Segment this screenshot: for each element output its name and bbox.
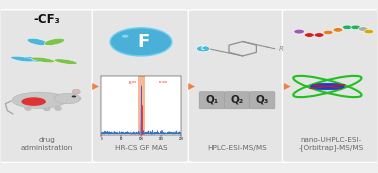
Circle shape bbox=[364, 29, 374, 34]
Ellipse shape bbox=[79, 98, 82, 99]
Polygon shape bbox=[22, 57, 45, 62]
Text: HPLC-ESI-MS/MS: HPLC-ESI-MS/MS bbox=[207, 145, 267, 151]
Circle shape bbox=[323, 30, 333, 35]
Ellipse shape bbox=[25, 106, 31, 111]
FancyBboxPatch shape bbox=[249, 92, 275, 109]
Circle shape bbox=[314, 33, 324, 37]
Ellipse shape bbox=[55, 106, 62, 111]
FancyBboxPatch shape bbox=[282, 10, 378, 162]
Text: C: C bbox=[201, 46, 205, 51]
Ellipse shape bbox=[12, 92, 67, 108]
Circle shape bbox=[72, 95, 76, 97]
Text: F: F bbox=[138, 33, 150, 51]
Text: R: R bbox=[279, 46, 284, 52]
Polygon shape bbox=[54, 59, 77, 64]
Circle shape bbox=[294, 29, 304, 34]
Text: Q₁: Q₁ bbox=[205, 94, 218, 104]
Polygon shape bbox=[44, 38, 65, 45]
Text: nano-UHPLC-ESI-
-[Orbitrap]-MS/MS: nano-UHPLC-ESI- -[Orbitrap]-MS/MS bbox=[299, 137, 364, 151]
Circle shape bbox=[342, 25, 352, 30]
Text: HR-CS GF MAS: HR-CS GF MAS bbox=[115, 145, 167, 151]
Circle shape bbox=[122, 35, 129, 38]
Circle shape bbox=[304, 33, 314, 37]
Ellipse shape bbox=[22, 97, 46, 106]
Ellipse shape bbox=[72, 89, 81, 94]
Ellipse shape bbox=[54, 93, 81, 104]
Text: Q₂: Q₂ bbox=[231, 94, 244, 104]
FancyBboxPatch shape bbox=[188, 10, 286, 162]
FancyBboxPatch shape bbox=[225, 92, 249, 109]
Text: Q₃: Q₃ bbox=[256, 94, 269, 104]
Circle shape bbox=[196, 46, 210, 52]
Polygon shape bbox=[27, 38, 48, 45]
Ellipse shape bbox=[310, 83, 344, 90]
Polygon shape bbox=[11, 56, 34, 62]
Polygon shape bbox=[188, 83, 195, 90]
Polygon shape bbox=[92, 83, 99, 90]
Ellipse shape bbox=[43, 107, 50, 111]
Circle shape bbox=[333, 28, 343, 32]
Text: -CF₃: -CF₃ bbox=[34, 13, 60, 26]
Polygon shape bbox=[284, 83, 291, 90]
Circle shape bbox=[358, 27, 368, 31]
FancyBboxPatch shape bbox=[199, 92, 225, 109]
Polygon shape bbox=[31, 57, 55, 63]
FancyBboxPatch shape bbox=[92, 10, 190, 162]
FancyBboxPatch shape bbox=[0, 10, 96, 162]
Text: drug
administration: drug administration bbox=[21, 137, 73, 151]
Circle shape bbox=[110, 28, 172, 56]
Circle shape bbox=[351, 25, 361, 30]
